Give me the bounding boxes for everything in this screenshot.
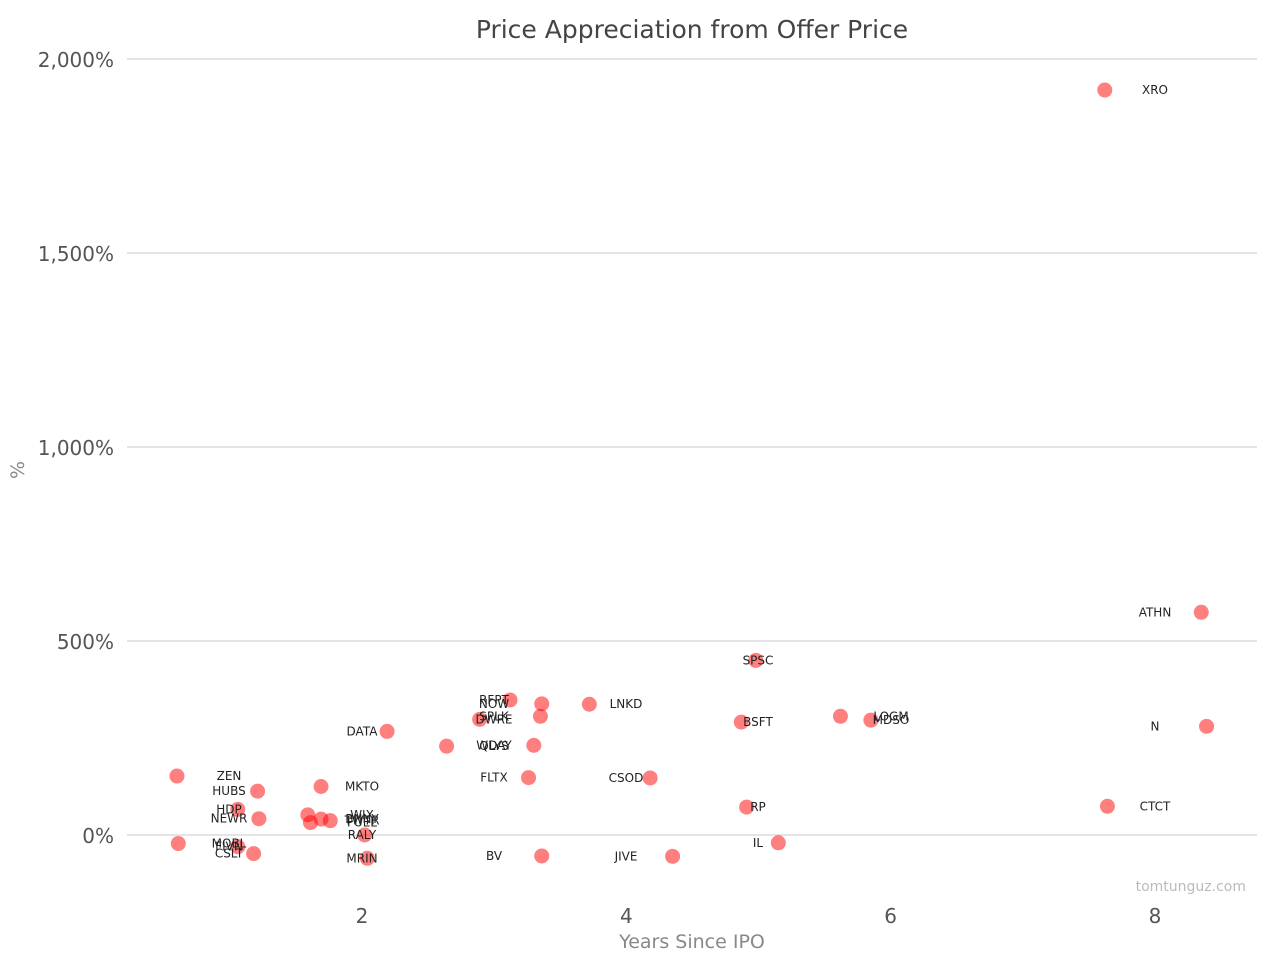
data-point <box>230 801 246 817</box>
point-label: NEWR <box>211 812 248 826</box>
data-point <box>246 846 262 862</box>
data-point <box>526 737 542 753</box>
data-point <box>665 848 681 864</box>
data-point <box>313 779 329 794</box>
data-point <box>748 652 764 668</box>
data-point <box>357 827 373 843</box>
point-label: FUEL <box>347 816 377 830</box>
data-point <box>170 836 186 852</box>
y-tick-label: 1,500% <box>38 242 114 266</box>
point-label: MKTO <box>345 780 379 794</box>
y-axis-label: % <box>7 461 29 479</box>
data-point <box>359 850 375 866</box>
point-label: N <box>1151 719 1160 733</box>
credit-watermark: tomtunguz.com <box>1136 879 1246 895</box>
x-tick-label: 8 <box>1149 904 1162 928</box>
point-label: CTCT <box>1140 799 1171 813</box>
point-label: QLYS <box>479 739 508 753</box>
y-tick-label: 1,000% <box>38 436 114 460</box>
data-point <box>1099 798 1115 814</box>
point-label: CSOD <box>609 771 644 785</box>
data-point <box>863 712 879 728</box>
y-tick-label: 2,000% <box>38 48 114 72</box>
gridlines <box>127 58 1257 836</box>
data-point <box>302 815 318 831</box>
point-label: DWRE <box>475 712 512 726</box>
data-point <box>169 768 185 784</box>
data-point <box>733 714 749 730</box>
data-point <box>322 813 338 829</box>
data-point <box>230 839 246 855</box>
data-point <box>534 696 550 712</box>
point-label: BNNY <box>345 812 379 826</box>
point-label: MOBL <box>212 837 247 851</box>
point-label: RP <box>750 800 766 814</box>
point-label: FIVN <box>215 840 243 854</box>
data-point <box>439 738 455 754</box>
point-label: MRIN <box>346 851 377 865</box>
point-label: WDAY <box>476 738 512 752</box>
data-points <box>169 82 1215 866</box>
data-point <box>739 799 755 815</box>
data-point <box>770 835 786 851</box>
x-axis-ticks: 2 4 6 8 <box>356 904 1162 928</box>
point-label: BV <box>486 849 503 863</box>
x-tick-label: 4 <box>620 904 633 928</box>
point-label: RALY <box>348 828 377 842</box>
data-point <box>642 770 658 786</box>
point-label: TWTR <box>344 814 380 828</box>
point-label: SPSC <box>743 653 774 667</box>
point-label: JIVE <box>614 849 638 863</box>
data-point <box>472 711 488 727</box>
data-point <box>250 783 266 799</box>
x-axis-label: Years Since IPO <box>618 931 765 953</box>
point-label: LNKD <box>610 697 643 711</box>
data-point <box>379 723 395 739</box>
point-label: CSLT <box>215 847 244 861</box>
data-point <box>532 708 548 724</box>
point-label: MDSO <box>873 713 910 727</box>
data-point <box>1193 604 1209 620</box>
data-point <box>534 848 550 864</box>
point-label: DATA <box>347 724 379 738</box>
point-label: XRO <box>1142 83 1168 97</box>
data-point <box>521 770 537 786</box>
data-point <box>581 696 597 712</box>
point-label: LOGM <box>873 709 908 723</box>
point-label: ZEN <box>217 769 242 783</box>
point-label: RFPT <box>479 693 509 707</box>
point-label: NOW <box>479 697 509 711</box>
point-label: ATHN <box>1139 605 1172 619</box>
data-point <box>1097 82 1113 98</box>
data-point <box>502 692 518 708</box>
data-point <box>1199 718 1215 734</box>
y-tick-label: 500% <box>57 630 114 654</box>
point-label: HUBS <box>212 784 245 798</box>
x-tick-label: 6 <box>884 904 897 928</box>
y-axis-ticks: 0% 500% 1,000% 1,500% 2,000% <box>38 48 114 848</box>
point-label: SPLK <box>479 709 510 723</box>
data-point <box>832 708 848 724</box>
x-tick-label: 2 <box>356 904 369 928</box>
chart-title: Price Appreciation from Offer Price <box>476 15 908 44</box>
point-label: IL <box>753 836 764 850</box>
point-label: WIX <box>350 808 374 822</box>
y-tick-label: 0% <box>82 824 114 848</box>
point-label: FLTX <box>480 771 508 785</box>
point-label: BSFT <box>743 715 773 729</box>
data-point <box>251 811 267 827</box>
point-label: HDP <box>216 802 242 816</box>
